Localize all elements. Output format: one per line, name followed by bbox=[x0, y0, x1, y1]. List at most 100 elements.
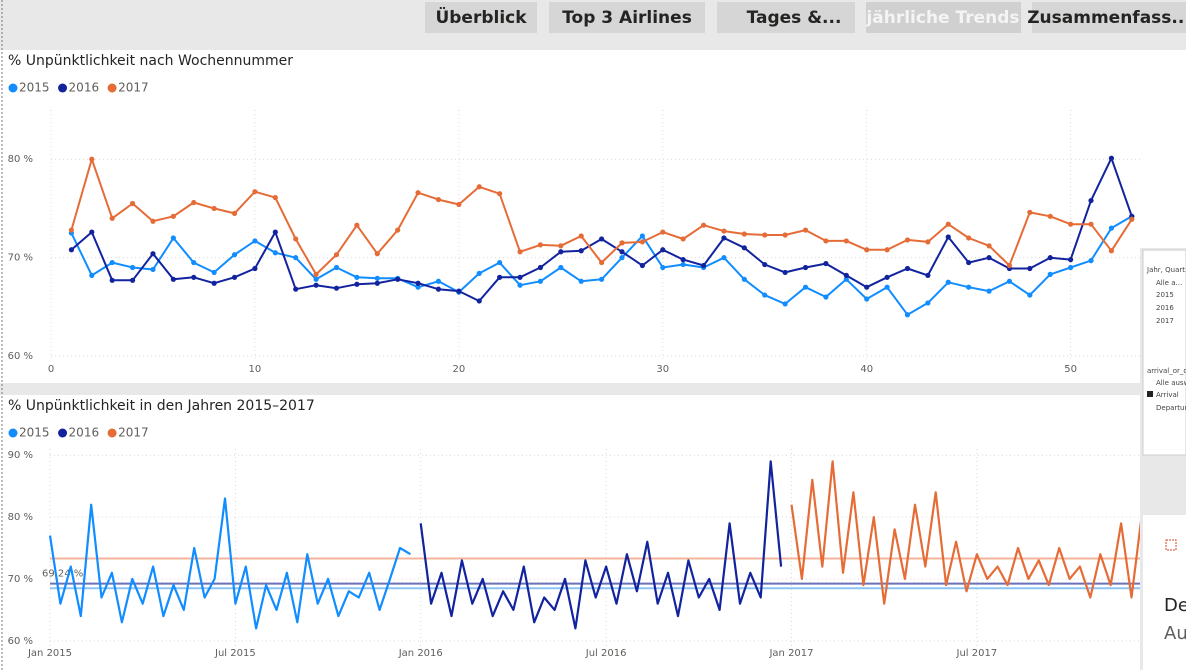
point bbox=[129, 277, 136, 283]
point bbox=[191, 274, 197, 280]
point bbox=[782, 232, 788, 238]
slicer-item[interactable]: Alle a... bbox=[1156, 279, 1182, 287]
charts: % Unpünktlichkeit nach Wochennummer 2015 2… bbox=[8, 53, 1143, 659]
point bbox=[497, 191, 503, 197]
point bbox=[680, 261, 686, 268]
point bbox=[68, 227, 74, 233]
point bbox=[415, 284, 421, 290]
point bbox=[782, 269, 788, 276]
point bbox=[823, 260, 829, 267]
tab[interactable] bbox=[717, 2, 855, 33]
chart-title: % Unpünktlichkeit in den Jahren 2015–201… bbox=[8, 398, 315, 414]
panel-bottom bbox=[0, 395, 1186, 670]
point bbox=[517, 282, 523, 288]
point bbox=[333, 252, 340, 258]
tab[interactable] bbox=[1032, 2, 1186, 33]
point bbox=[945, 221, 951, 227]
point bbox=[762, 261, 768, 268]
point bbox=[211, 205, 217, 212]
slicer-item[interactable]: Arrival bbox=[1156, 391, 1179, 399]
point bbox=[1006, 278, 1013, 284]
point bbox=[802, 284, 809, 290]
point bbox=[476, 298, 482, 304]
point bbox=[1088, 221, 1094, 227]
tab-label[interactable]: Top 3 Airlines bbox=[562, 8, 692, 28]
point bbox=[578, 278, 584, 284]
point bbox=[843, 238, 849, 244]
point bbox=[762, 292, 768, 298]
point bbox=[843, 276, 849, 282]
tab-label[interactable]: Tages &... bbox=[747, 8, 842, 28]
point bbox=[945, 234, 951, 240]
point bbox=[1108, 225, 1115, 231]
point bbox=[986, 243, 992, 249]
point bbox=[864, 284, 870, 290]
point bbox=[598, 276, 605, 282]
point bbox=[1027, 209, 1033, 215]
point bbox=[558, 249, 564, 255]
tab-label[interactable]: jährliche Trends bbox=[865, 8, 1019, 28]
point bbox=[395, 227, 401, 233]
point bbox=[558, 243, 564, 249]
point bbox=[864, 296, 870, 302]
point bbox=[517, 274, 523, 280]
point bbox=[598, 259, 605, 266]
checkbox[interactable] bbox=[1147, 391, 1153, 397]
slicer-item[interactable]: 2017 bbox=[1156, 317, 1174, 325]
point bbox=[925, 300, 931, 306]
point bbox=[966, 284, 972, 290]
point bbox=[1088, 197, 1094, 204]
popup bbox=[1143, 515, 1186, 670]
x-tick-label: 30 bbox=[656, 364, 669, 375]
y-tick-label: 60 % bbox=[8, 636, 33, 647]
point bbox=[762, 232, 768, 238]
point bbox=[517, 249, 523, 255]
point bbox=[150, 266, 156, 273]
slicer-item[interactable]: Departure bbox=[1156, 404, 1186, 412]
point bbox=[537, 242, 544, 248]
y-tick-label: 70 % bbox=[8, 574, 33, 585]
series-line bbox=[48, 497, 411, 630]
y-tick-label: 80 % bbox=[8, 154, 33, 165]
chart-title: % Unpünktlichkeit nach Wochennummer bbox=[8, 53, 293, 69]
legend-label: 2016 bbox=[69, 81, 100, 95]
popup-text: De bbox=[1164, 595, 1186, 616]
point bbox=[333, 264, 340, 271]
popup-text: Au bbox=[1164, 623, 1186, 644]
point bbox=[231, 274, 238, 280]
point bbox=[1027, 292, 1033, 298]
point bbox=[700, 222, 707, 228]
slicer-item[interactable]: 2015 bbox=[1156, 291, 1174, 299]
point bbox=[150, 218, 156, 224]
point bbox=[782, 301, 788, 307]
tab-bar: Überblick Top 3 Airlines Tages &... jähr… bbox=[425, 2, 1186, 33]
y-tick-label: 60 % bbox=[8, 351, 33, 362]
point bbox=[925, 239, 931, 245]
legend-label: 2017 bbox=[118, 81, 149, 95]
tab-label[interactable]: Überblick bbox=[435, 6, 527, 28]
series-line bbox=[790, 460, 1143, 605]
point bbox=[252, 265, 258, 272]
point bbox=[395, 276, 401, 282]
point bbox=[293, 286, 299, 292]
point bbox=[660, 229, 666, 235]
point bbox=[1068, 264, 1074, 271]
slicer-item[interactable]: 2016 bbox=[1156, 304, 1174, 312]
point bbox=[619, 240, 625, 246]
point bbox=[558, 264, 564, 271]
point bbox=[354, 274, 360, 280]
point bbox=[537, 264, 544, 271]
reference-label: 69,24 % bbox=[42, 569, 83, 580]
tab-active[interactable] bbox=[866, 2, 1021, 33]
tab[interactable] bbox=[425, 2, 537, 33]
tab[interactable] bbox=[549, 2, 705, 33]
slicer-item[interactable]: Alle ausw... bbox=[1156, 379, 1186, 387]
point bbox=[191, 259, 197, 266]
point bbox=[802, 264, 809, 271]
point bbox=[823, 238, 829, 244]
point bbox=[68, 247, 74, 253]
tab-label[interactable]: Zusammenfass... bbox=[1027, 8, 1186, 28]
point bbox=[456, 201, 462, 208]
point bbox=[231, 252, 238, 258]
point bbox=[272, 229, 278, 235]
